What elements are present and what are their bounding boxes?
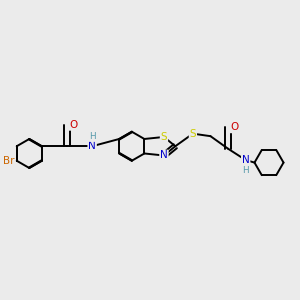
Text: S: S [190,129,196,139]
Text: Br: Br [3,156,14,166]
Text: O: O [230,122,238,132]
Text: O: O [69,120,77,130]
Text: N: N [88,141,96,151]
Text: S: S [160,132,167,142]
Text: H: H [89,132,95,141]
Text: N: N [160,151,168,160]
Text: N: N [242,155,250,165]
Text: H: H [242,166,249,175]
